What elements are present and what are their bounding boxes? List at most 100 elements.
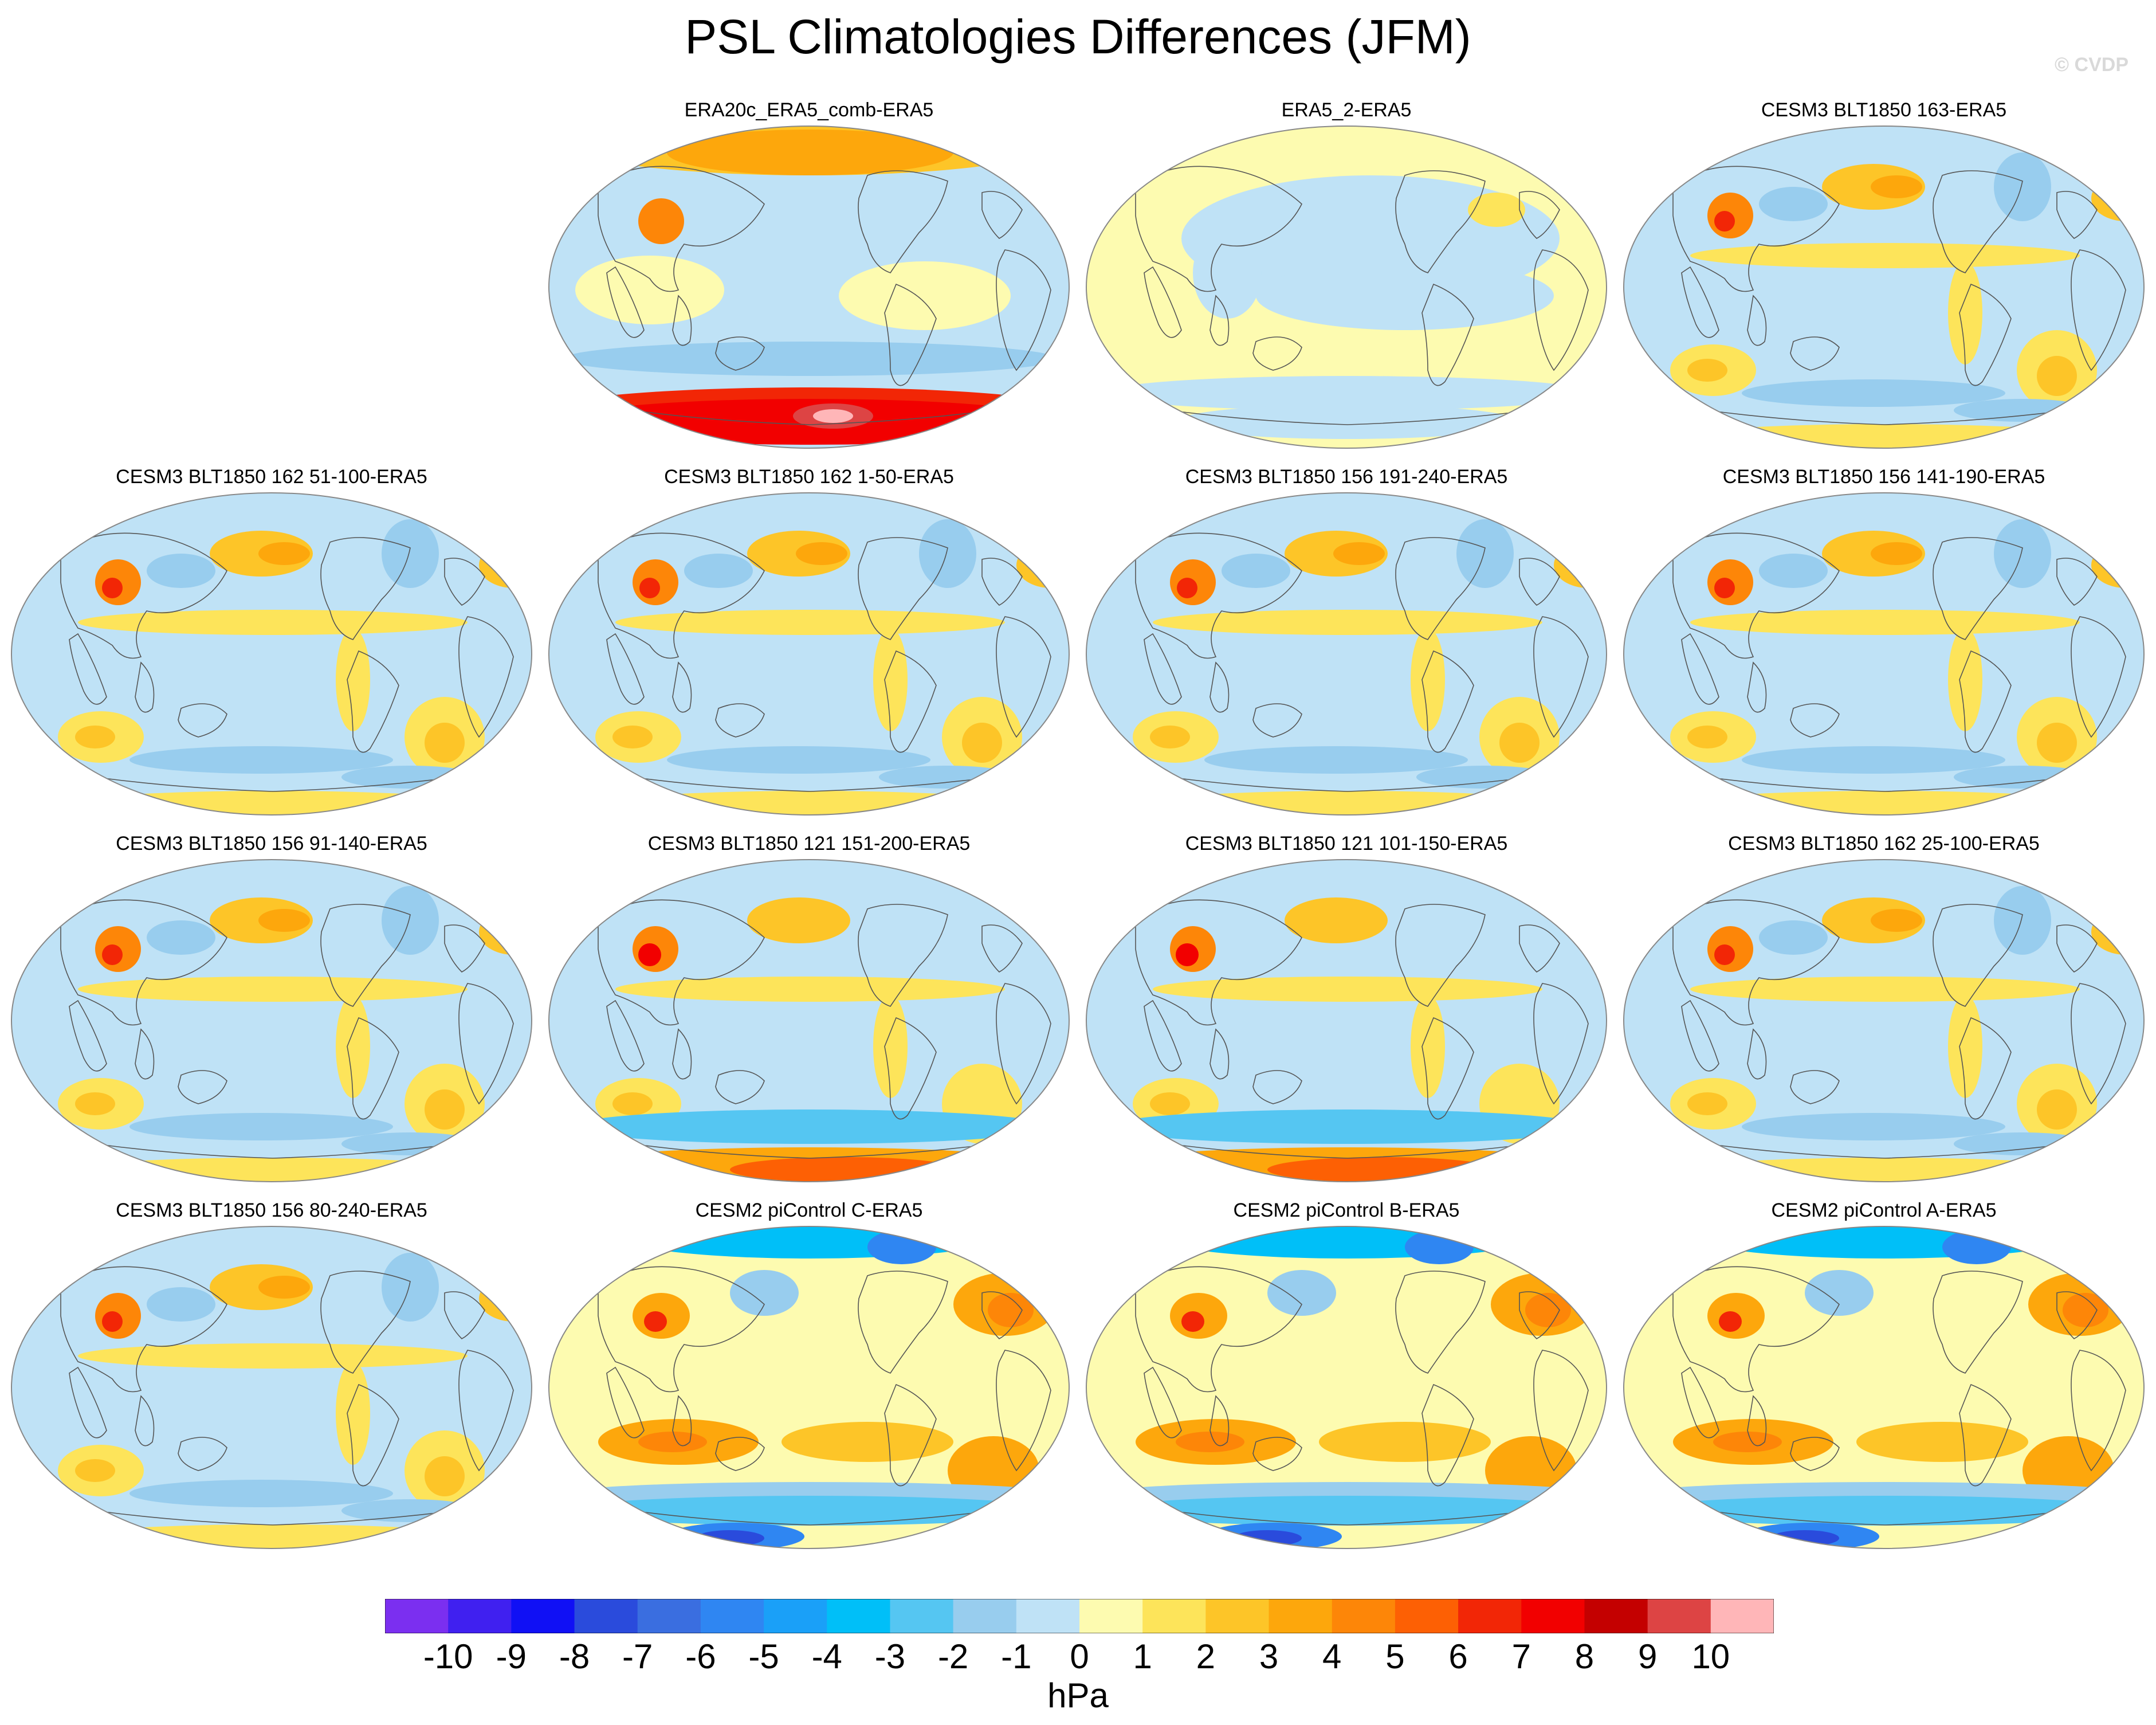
contour-region xyxy=(1256,261,1554,330)
contour-region xyxy=(425,1456,465,1496)
map-plot xyxy=(548,126,1070,449)
contour-region xyxy=(1101,376,1594,410)
contour-region xyxy=(1994,519,2051,588)
map-plot xyxy=(1086,126,1607,449)
coastlines xyxy=(60,532,514,792)
contour-region xyxy=(1233,1530,1302,1546)
contour-region xyxy=(1948,261,1982,364)
coastlines xyxy=(1135,899,1589,1159)
contour-region xyxy=(1411,628,1445,731)
contour-region xyxy=(962,723,1002,763)
contour-region xyxy=(1177,578,1197,598)
contour-region xyxy=(55,791,490,815)
map-plot xyxy=(1086,492,1607,816)
map-border xyxy=(1623,492,2145,816)
contour-region xyxy=(638,198,684,244)
colorbar xyxy=(385,1599,1774,1633)
panel-title: CESM3 BLT1850 121 151-200-ERA5 xyxy=(647,833,971,854)
contour-region xyxy=(258,1276,310,1299)
colorbar-box xyxy=(1395,1599,1459,1633)
contour-region xyxy=(1954,399,2091,422)
colorbar-tick-label: -10 xyxy=(423,1637,473,1676)
contour-region xyxy=(747,897,850,943)
contour-region xyxy=(1759,187,1828,221)
contour-region xyxy=(102,944,123,965)
colorbar-tick-label: -7 xyxy=(622,1637,653,1676)
colorbar-box xyxy=(1584,1599,1648,1633)
coastlines xyxy=(1135,166,1589,425)
colorbar-tick-label: -5 xyxy=(748,1637,779,1676)
map-panel: CESM3 BLT1850 162 1-50-ERA5 xyxy=(544,465,1074,821)
coastlines xyxy=(60,1266,514,1526)
contour-region xyxy=(615,610,1005,635)
contour-region xyxy=(1690,243,2080,268)
map-border xyxy=(548,1226,1070,1549)
colorbar-tick-label: -1 xyxy=(1001,1637,1032,1676)
contour-region xyxy=(1690,610,2080,635)
colorbar-tick-label: -9 xyxy=(496,1637,527,1676)
contour-region xyxy=(1639,1496,2131,1526)
map-border xyxy=(11,859,532,1182)
colorbar-box xyxy=(1016,1599,1080,1633)
contour-region xyxy=(1181,1311,1204,1332)
contour-region xyxy=(425,1089,465,1130)
colorbar-box xyxy=(890,1599,954,1633)
contour-region xyxy=(1667,1158,2103,1182)
map-panel: CESM2 piControl B-ERA5 xyxy=(1082,1199,1611,1554)
panel-title: CESM3 BLT1850 156 191-240-ERA5 xyxy=(1185,466,1508,488)
contour-region xyxy=(730,1270,799,1316)
colorbar-box xyxy=(1142,1599,1206,1633)
contour-region xyxy=(570,1110,1051,1144)
contour-region xyxy=(1456,519,1514,588)
contour-region xyxy=(1267,1270,1336,1316)
contour-region xyxy=(2037,356,2077,396)
colorbar-box xyxy=(1458,1599,1522,1633)
map-border xyxy=(1086,1226,1607,1549)
contour-region xyxy=(341,1132,479,1155)
contour-region xyxy=(1713,1432,1782,1452)
map-panel: ERA5_2-ERA5 xyxy=(1082,99,1611,454)
contour-region xyxy=(75,1092,115,1115)
map-panel: CESM2 piControl C-ERA5 xyxy=(544,1199,1074,1554)
contour-region xyxy=(1770,1530,1839,1546)
colorbar-tick-label: -8 xyxy=(559,1637,590,1676)
coastlines xyxy=(1672,166,2126,425)
colorbar-box xyxy=(637,1599,701,1633)
colorbar-box xyxy=(1710,1599,1774,1633)
colorbar-box xyxy=(1079,1599,1143,1633)
contour-region xyxy=(1742,379,2005,407)
map-plot xyxy=(1086,1226,1607,1549)
contour-region xyxy=(1267,1157,1497,1182)
contour-region xyxy=(75,1459,115,1482)
contour-region xyxy=(2037,1089,2077,1130)
contour-region xyxy=(873,628,908,731)
figure-title: PSL Climatologies Differences (JFM) xyxy=(685,10,1471,64)
contour-region xyxy=(1687,726,1727,748)
contour-region xyxy=(1204,746,1468,774)
colorbar-box xyxy=(1205,1599,1270,1633)
contour-region xyxy=(988,1293,1034,1327)
contour-region xyxy=(638,943,661,966)
contour-region xyxy=(612,1092,653,1115)
contour-region xyxy=(638,1432,707,1452)
colorbar-box xyxy=(700,1599,764,1633)
contour-region xyxy=(684,554,753,588)
colorbar-tick-label: -2 xyxy=(937,1637,969,1676)
contour-region xyxy=(1542,869,1607,915)
contour-region xyxy=(1130,791,1565,815)
coastlines xyxy=(598,532,1051,792)
contour-region xyxy=(1176,405,1519,439)
contour-region xyxy=(1690,977,2080,1002)
contour-region xyxy=(1742,746,2005,774)
contour-region xyxy=(1954,1132,2091,1155)
map-panel: CESM3 BLT1850 156 141-190-ERA5 xyxy=(1619,465,2149,821)
colorbar-box xyxy=(827,1599,890,1633)
colorbar-tick-label: 8 xyxy=(1574,1637,1595,1676)
map-border xyxy=(11,492,532,816)
map-panel: CESM3 BLT1850 156 91-140-ERA5 xyxy=(7,832,536,1187)
contour-region xyxy=(129,1113,393,1140)
contour-region xyxy=(1333,542,1385,565)
contour-region xyxy=(1687,1092,1727,1115)
coastlines xyxy=(1135,532,1589,792)
contour-region xyxy=(382,519,439,588)
